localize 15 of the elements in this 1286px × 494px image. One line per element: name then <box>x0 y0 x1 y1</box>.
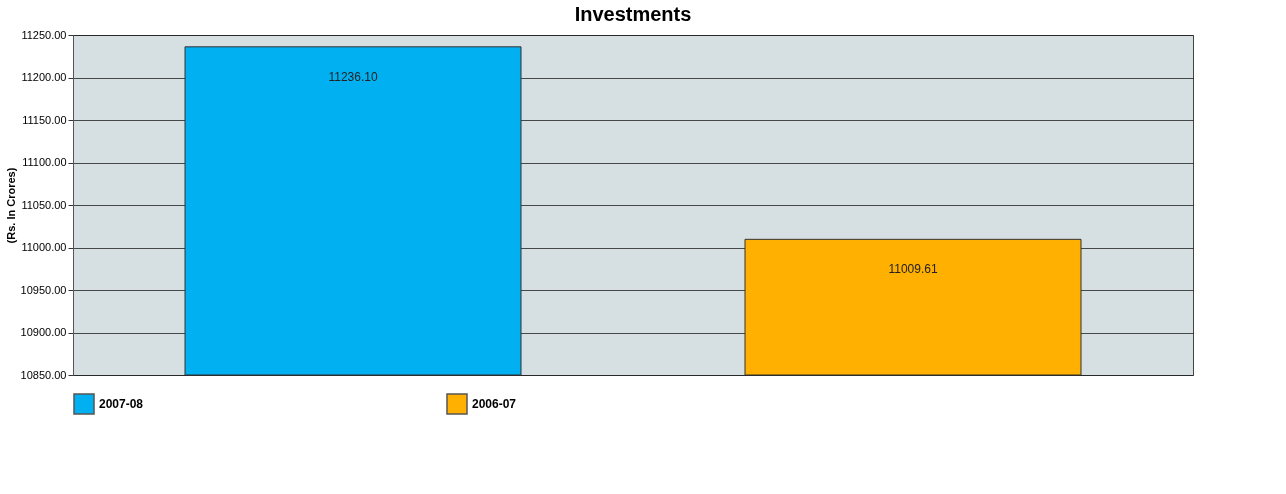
y-tick-label: 11050.00 <box>21 198 67 211</box>
y-axis-title: (Rs. In Crores) <box>4 167 17 244</box>
chart-title: Investments <box>574 3 692 25</box>
legend-label: 2006-07 <box>472 397 517 411</box>
y-tick-label: 11250.00 <box>21 28 67 41</box>
legend-label: 2007-08 <box>99 397 144 411</box>
data-label: 11009.61 <box>888 262 938 277</box>
y-tick-label: 11000.00 <box>21 241 67 253</box>
data-label: 11236.10 <box>328 69 378 84</box>
y-tick-label: 11200.00 <box>21 71 67 83</box>
y-tick-label: 11100.00 <box>22 156 67 168</box>
y-tick-label: 10900.00 <box>20 326 67 338</box>
y-tick-label: 11150.00 <box>22 113 67 126</box>
y-tick-label: 10950.00 <box>20 283 67 296</box>
y-tick-label: 10850.00 <box>20 368 67 381</box>
